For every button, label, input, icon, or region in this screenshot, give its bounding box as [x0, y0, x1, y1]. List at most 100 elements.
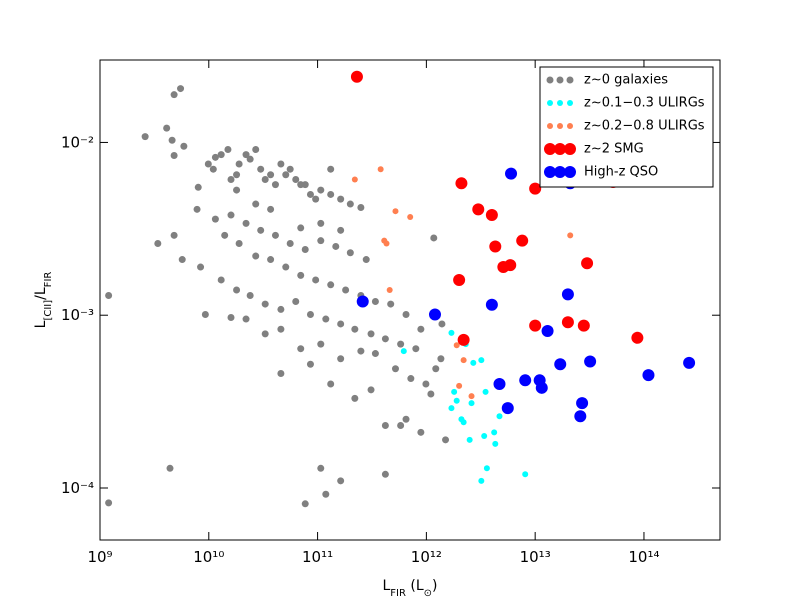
- data-point: [561, 316, 574, 329]
- data-point: [478, 477, 485, 484]
- data-point: [271, 231, 279, 239]
- data-point: [631, 331, 644, 344]
- data-point: [362, 256, 370, 264]
- data-point: [277, 369, 285, 377]
- data-point: [242, 151, 250, 159]
- data-point: [342, 286, 350, 294]
- legend-marker: [546, 76, 554, 84]
- label-text: /L: [33, 287, 49, 300]
- data-point: [317, 340, 325, 348]
- data-point: [437, 355, 445, 363]
- data-point: [257, 165, 265, 173]
- data-point: [297, 271, 305, 279]
- data-point: [337, 195, 345, 203]
- data-point: [493, 377, 506, 390]
- data-point: [194, 183, 202, 191]
- data-point: [541, 325, 554, 338]
- x-axis-label: LFIR (L⊙): [382, 578, 437, 599]
- data-point: [163, 124, 171, 132]
- data-point: [501, 402, 514, 415]
- y-axis-label: L[CII]/LFIR: [33, 272, 54, 329]
- data-point: [233, 171, 241, 179]
- data-point: [455, 177, 468, 190]
- x-tick-label: 10¹³: [520, 548, 551, 566]
- legend-marker: [556, 76, 564, 84]
- data-point: [271, 181, 279, 189]
- legend-marker: [554, 166, 566, 178]
- data-point: [170, 231, 178, 239]
- data-point: [576, 397, 589, 410]
- y-tick-label: 10⁻⁴: [61, 479, 94, 497]
- data-point: [170, 91, 178, 99]
- x-tick-label: 10¹⁴: [628, 548, 659, 566]
- data-point: [105, 499, 113, 507]
- data-point: [381, 470, 389, 478]
- data-point: [381, 335, 389, 343]
- data-point: [178, 256, 186, 264]
- data-point: [246, 292, 254, 300]
- data-point: [383, 240, 390, 247]
- data-point: [466, 436, 473, 443]
- plot-frame: [99, 59, 721, 541]
- data-point: [267, 171, 275, 179]
- label-text: L: [382, 578, 390, 594]
- data-point: [337, 320, 345, 328]
- data-point: [367, 330, 375, 338]
- data-point: [322, 315, 330, 323]
- data-point: [277, 160, 285, 168]
- legend: z∼0 galaxies z∼0.1−0.3 ULIRGs z∼0.2−0.8 UL…: [539, 66, 714, 188]
- data-point: [438, 320, 446, 328]
- data-point: [351, 394, 359, 402]
- data-point: [357, 347, 365, 355]
- legend-label: z∼0 galaxies: [584, 73, 668, 88]
- data-point: [267, 205, 275, 213]
- data-point: [233, 186, 241, 194]
- data-point: [227, 211, 235, 219]
- data-point: [535, 381, 548, 394]
- data-point: [211, 215, 219, 223]
- legend-marker: [564, 166, 576, 178]
- data-point: [567, 232, 574, 239]
- data-point: [261, 330, 269, 338]
- data-point: [397, 340, 405, 348]
- data-point: [442, 436, 450, 444]
- x-tick-label: 10¹¹: [302, 548, 333, 566]
- x-tick-label: 10¹⁰: [193, 548, 224, 566]
- data-point: [453, 273, 466, 286]
- data-point: [224, 146, 232, 154]
- legend-label: z∼0.1−0.3 ULIRGs: [584, 96, 705, 111]
- data-point: [193, 205, 201, 213]
- data-point: [417, 428, 425, 436]
- data-point: [297, 345, 305, 353]
- data-point: [242, 219, 250, 227]
- data-point: [584, 355, 597, 368]
- data-point: [301, 500, 309, 508]
- data-point: [367, 386, 375, 394]
- data-point: [154, 240, 162, 248]
- data-point: [337, 477, 345, 485]
- legend-marker: [547, 100, 553, 106]
- data-point: [306, 310, 314, 318]
- data-point: [472, 203, 485, 216]
- label-text: (L: [406, 578, 424, 594]
- legend-marker: [554, 143, 566, 155]
- data-point: [491, 429, 498, 436]
- data-point: [432, 365, 440, 373]
- data-point: [478, 357, 485, 364]
- data-point: [277, 305, 285, 313]
- data-point: [522, 471, 529, 478]
- data-point: [327, 190, 335, 198]
- data-point: [381, 421, 389, 429]
- data-point: [519, 374, 532, 387]
- data-point: [317, 464, 325, 472]
- data-point: [292, 176, 300, 184]
- data-point: [233, 286, 241, 294]
- data-point: [166, 464, 174, 472]
- data-point: [217, 151, 225, 159]
- data-point: [448, 329, 455, 336]
- data-point: [516, 234, 529, 247]
- data-point: [322, 490, 330, 498]
- data-point: [297, 224, 305, 232]
- data-point: [407, 375, 415, 383]
- data-point: [211, 153, 219, 161]
